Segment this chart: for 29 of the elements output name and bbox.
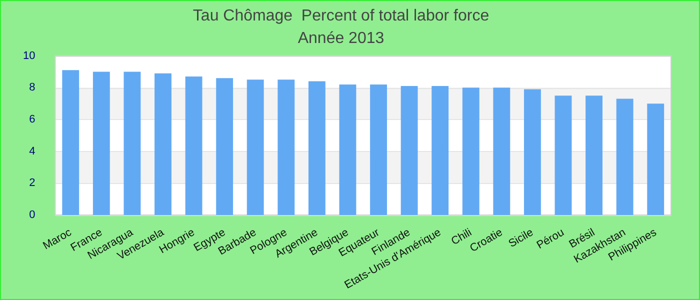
bar — [493, 88, 510, 216]
bar — [586, 96, 602, 216]
x-tick-label: Sicile — [506, 226, 536, 250]
bar — [185, 76, 202, 216]
bar — [370, 84, 387, 216]
bar — [154, 73, 172, 216]
bar — [62, 70, 80, 216]
y-tick-label: 10 — [22, 50, 36, 62]
bar — [339, 84, 356, 216]
bar — [554, 96, 572, 216]
y-tick-label: 8 — [29, 82, 36, 94]
bar — [278, 80, 295, 216]
y-tick-label: 2 — [29, 177, 36, 190]
bar — [432, 86, 449, 216]
y-tick-label: 4 — [29, 145, 36, 158]
bar — [246, 80, 264, 216]
bar — [400, 86, 418, 216]
bar — [216, 78, 234, 216]
bar — [524, 89, 541, 216]
y-tick-label: 0 — [29, 209, 36, 222]
y-tick-label: 6 — [29, 114, 36, 126]
bar — [92, 72, 110, 216]
chart-title: Tau Chômage Percent of total labor force — [192, 8, 490, 25]
bar — [616, 98, 634, 216]
bar — [308, 81, 326, 216]
bar — [647, 104, 664, 216]
bar — [462, 88, 480, 216]
bar — [124, 72, 141, 216]
chart-subtitle: Année 2013 — [298, 30, 384, 48]
